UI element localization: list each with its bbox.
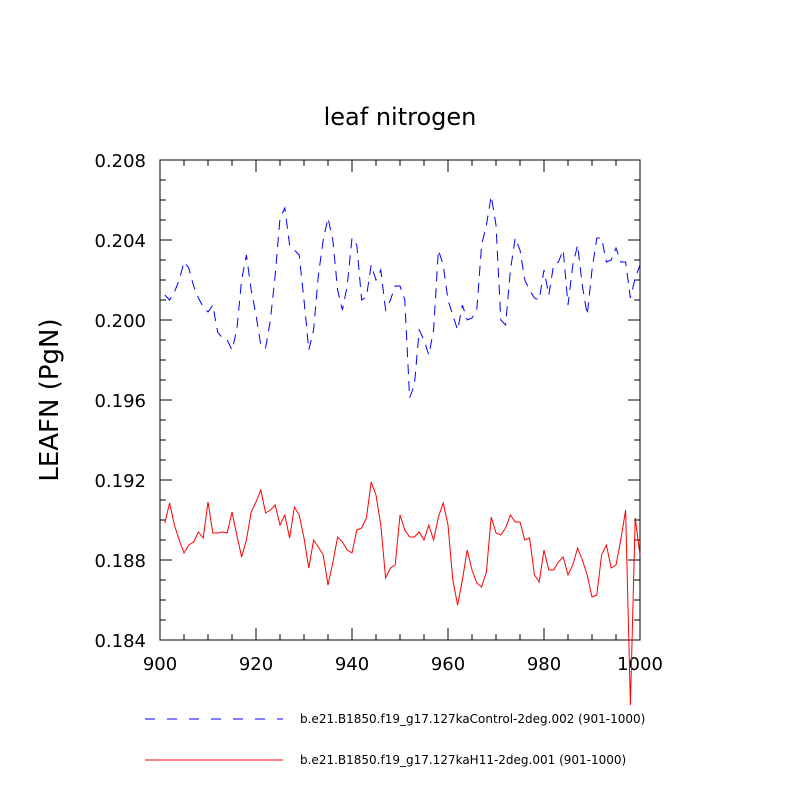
y-axis-label: LEAFN (PgN) [35, 318, 65, 481]
y-tick-label: 0.204 [94, 231, 146, 252]
chart-title: leaf nitrogen [324, 103, 477, 131]
y-tick-label: 0.184 [94, 631, 146, 652]
legend-label: b.e21.B1850.f19_g17.127kaControl-2deg.00… [300, 712, 645, 726]
y-tick-label: 0.200 [94, 311, 146, 332]
x-tick-label: 920 [239, 654, 273, 675]
plot-frame [159, 159, 641, 641]
x-tick-label: 940 [335, 654, 369, 675]
x-tick-label: 1000 [617, 654, 663, 675]
y-tick-label: 0.188 [94, 551, 146, 572]
y-tick-label: 0.192 [94, 471, 146, 492]
x-tick-label: 960 [431, 654, 465, 675]
series-line [164, 481, 641, 706]
x-tick-label: 980 [527, 654, 561, 675]
y-tick-label: 0.196 [94, 391, 146, 412]
legend-label: b.e21.B1850.f19_g17.127kaH11-2deg.001 (9… [300, 753, 626, 767]
y-tick-label: 0.208 [94, 151, 146, 172]
series-line [164, 195, 641, 399]
x-tick-label: 900 [143, 654, 177, 675]
